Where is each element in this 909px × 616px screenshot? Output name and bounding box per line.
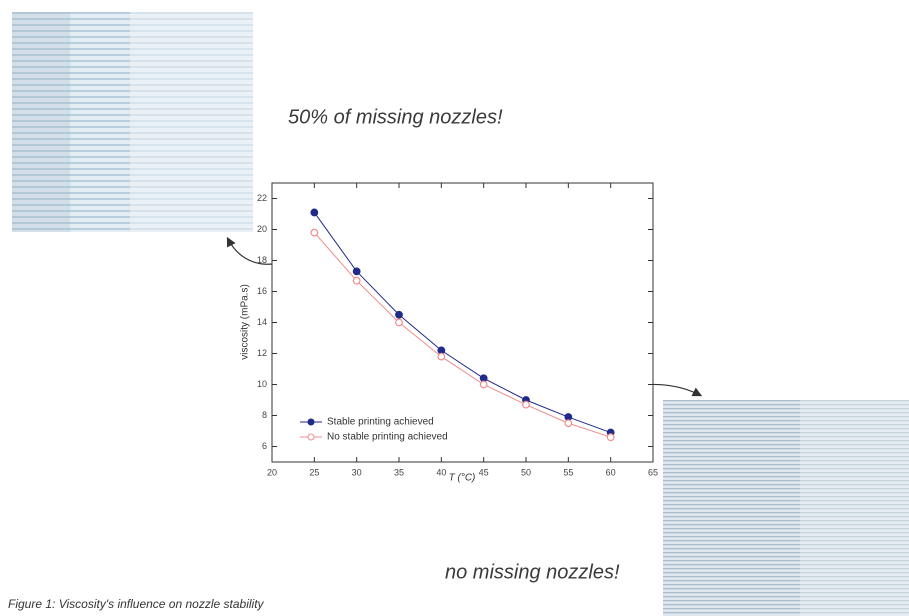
data-point <box>480 381 487 388</box>
legend-marker <box>308 434 314 440</box>
x-axis-label: T (°C) <box>449 473 476 484</box>
data-point <box>311 229 318 236</box>
legend-label: Stable printing achieved <box>327 417 434 428</box>
print-sample-top <box>12 12 253 232</box>
figure: 50% of missing nozzles! no missing nozzl… <box>0 0 909 616</box>
x-tick-label: 40 <box>436 467 446 477</box>
data-point <box>353 277 360 284</box>
legend-marker <box>308 419 314 425</box>
data-point <box>565 420 572 427</box>
data-point <box>353 268 360 275</box>
x-tick-label: 65 <box>648 467 658 477</box>
data-point <box>396 319 403 326</box>
y-tick-label: 18 <box>257 255 267 265</box>
y-tick-label: 6 <box>262 441 267 451</box>
x-tick-label: 45 <box>479 467 489 477</box>
annotation: 50% of missing nozzles! <box>288 106 503 128</box>
x-tick-label: 35 <box>394 467 404 477</box>
data-point <box>311 209 318 216</box>
y-tick-label: 8 <box>262 410 267 420</box>
legend-label: No stable printing achieved <box>327 432 448 443</box>
caption: Figure 1: Viscosity's influence on nozzl… <box>8 597 265 611</box>
x-tick-label: 55 <box>563 467 573 477</box>
x-tick-label: 50 <box>521 467 531 477</box>
data-point <box>607 434 614 441</box>
data-point <box>523 401 530 408</box>
y-tick-label: 10 <box>257 379 267 389</box>
x-tick-label: 30 <box>352 467 362 477</box>
x-tick-label: 60 <box>606 467 616 477</box>
print-sample-bottom <box>663 400 909 616</box>
x-tick-label: 25 <box>309 467 319 477</box>
data-point <box>396 311 403 318</box>
y-tick-label: 14 <box>257 317 267 327</box>
x-tick-label: 20 <box>267 467 277 477</box>
y-tick-label: 20 <box>257 224 267 234</box>
y-tick-label: 16 <box>257 286 267 296</box>
data-point <box>438 353 445 360</box>
annotation: no missing nozzles! <box>445 561 620 583</box>
y-tick-label: 22 <box>257 193 267 203</box>
y-axis-label: viscosity (mPa.s) <box>240 284 251 360</box>
y-tick-label: 12 <box>257 348 267 358</box>
